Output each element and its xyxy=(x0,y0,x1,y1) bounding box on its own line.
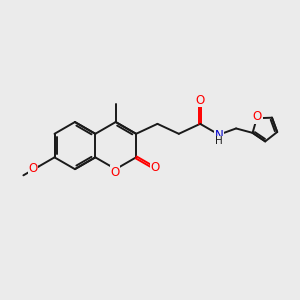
Text: H: H xyxy=(215,136,223,146)
Text: O: O xyxy=(28,162,38,175)
Text: N: N xyxy=(214,129,223,142)
Text: O: O xyxy=(150,161,160,175)
Text: O: O xyxy=(196,94,205,107)
Text: O: O xyxy=(253,110,262,123)
Text: O: O xyxy=(110,166,120,178)
